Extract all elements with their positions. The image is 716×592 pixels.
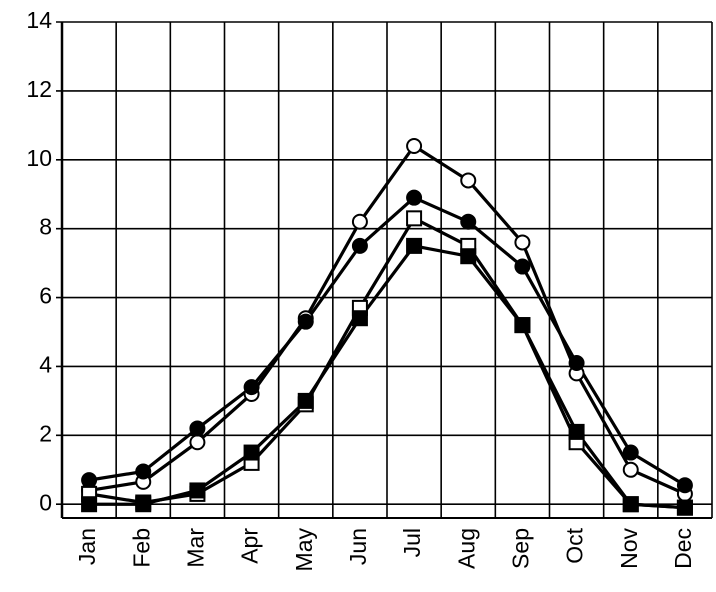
point	[351, 310, 368, 327]
y-tick-label: 0	[39, 489, 52, 515]
point	[135, 463, 152, 480]
point	[622, 461, 639, 478]
series-line	[89, 244, 686, 510]
point	[135, 496, 152, 513]
x-tick-label: Sep	[507, 528, 533, 569]
series-line	[88, 196, 686, 487]
point	[406, 189, 423, 206]
y-tick-label: 12	[26, 76, 52, 102]
point	[81, 472, 98, 489]
point	[297, 313, 314, 330]
point	[81, 496, 98, 513]
x-tick-label: Jul	[399, 528, 425, 557]
point	[460, 172, 477, 189]
point	[189, 434, 206, 451]
point	[460, 213, 477, 230]
point	[189, 420, 206, 437]
x-tick-label: Mar	[182, 528, 208, 568]
y-tick-label: 14	[26, 7, 52, 33]
point	[514, 317, 531, 334]
point	[568, 355, 585, 371]
point	[351, 237, 368, 254]
x-tick-label: Apr	[237, 528, 263, 564]
x-tick-label: Nov	[616, 528, 642, 569]
point	[243, 379, 260, 396]
series-line	[88, 216, 686, 510]
x-tick-label: Oct	[562, 527, 588, 563]
point	[514, 258, 531, 275]
y-tick-label: 10	[26, 145, 52, 171]
point	[568, 423, 585, 440]
x-tick-label: Feb	[128, 528, 154, 568]
point	[406, 210, 423, 227]
point	[676, 477, 693, 494]
point	[514, 234, 531, 251]
point	[460, 248, 477, 265]
point	[622, 444, 639, 461]
point	[189, 482, 206, 499]
x-tick-label: May	[291, 528, 317, 572]
point	[243, 444, 260, 461]
series-line	[88, 144, 686, 496]
point	[297, 392, 314, 409]
y-tick-label: 6	[39, 283, 52, 309]
y-tick-label: 4	[39, 352, 52, 378]
x-tick-label: Aug	[453, 528, 479, 569]
point	[406, 237, 423, 254]
point	[676, 499, 693, 516]
x-tick-label: Jun	[345, 528, 371, 565]
x-tick-label: Dec	[670, 528, 696, 569]
x-tick-label: Jan	[74, 528, 100, 565]
y-tick-label: 8	[39, 214, 52, 240]
point	[406, 138, 423, 154]
point	[351, 213, 368, 230]
point	[622, 496, 639, 513]
y-tick-label: 2	[39, 420, 52, 446]
